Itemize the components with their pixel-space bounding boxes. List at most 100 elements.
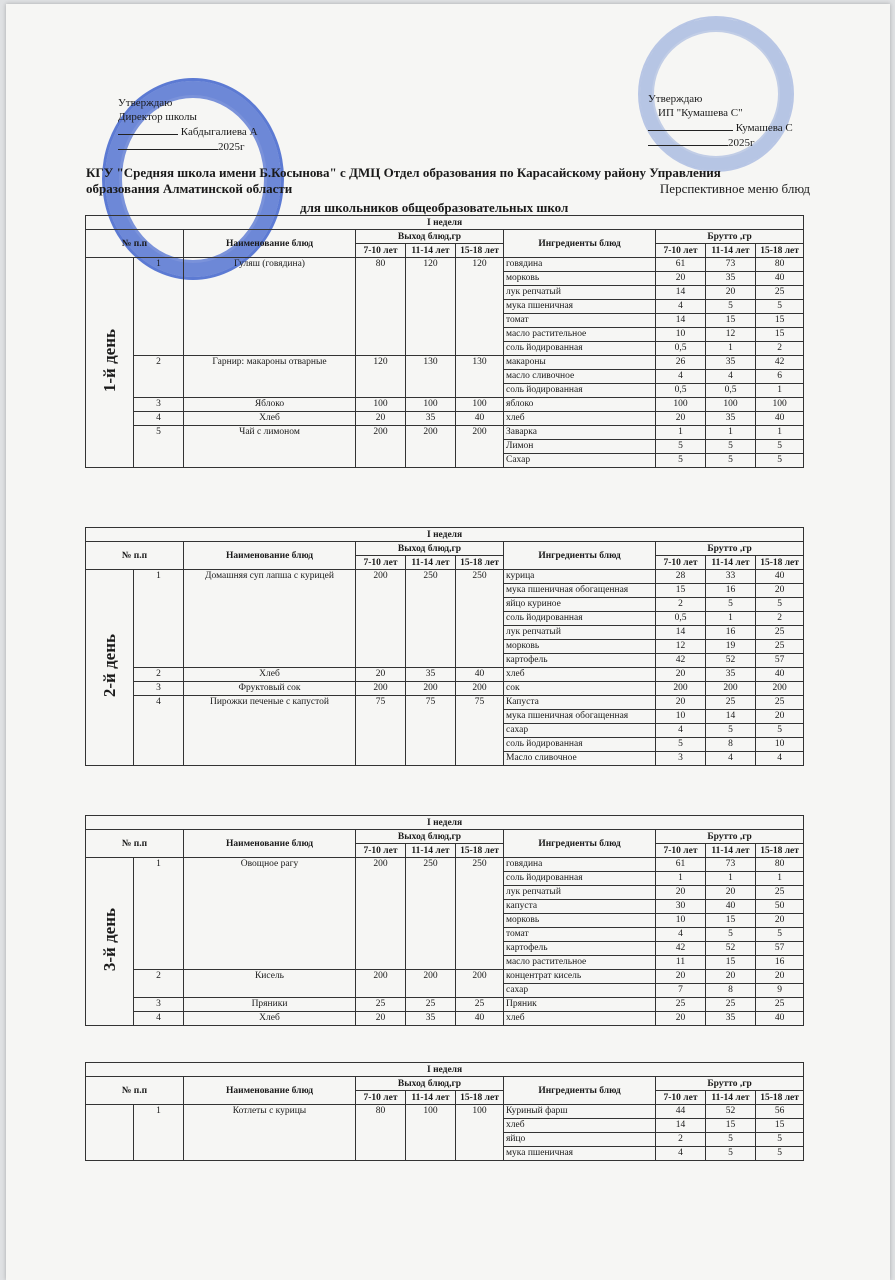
ingredient-gross: 61 — [655, 257, 706, 272]
dish-output: 100 — [405, 1104, 456, 1161]
number-header: № п.п — [85, 829, 184, 858]
ingredient-row: 4 Хлеб 20 35 40 хлеб 20 35 40 — [86, 1011, 805, 1026]
ingredient-gross: 1 — [754, 425, 805, 440]
dish-output: 200 — [405, 969, 456, 998]
ingredient-row: 4 Пирожки печеные с капустой 75 75 75 Капуста… — [86, 695, 805, 766]
gross-header: Брутто ,гр — [654, 541, 805, 556]
ingredient-gross: 0,5 — [655, 383, 706, 398]
age-header: 11-14 лет — [405, 1090, 456, 1105]
ingredient-gross: 100 — [754, 397, 805, 412]
ingredient-gross: 0,5 — [655, 611, 706, 626]
ingredient-row: 3 Фруктовый сок 200 200 200 сок 200 200 200 — [86, 681, 805, 696]
ingredient-gross: 52 — [705, 653, 756, 668]
ingredient-name: сахар — [503, 723, 656, 738]
ingredient-name: мука пшеничная — [503, 1146, 656, 1161]
age-header: 11-14 лет — [705, 843, 756, 858]
age-header: 7-10 лет — [355, 1090, 406, 1105]
approval-line: Утверждаю — [648, 93, 703, 105]
table-body: I неделя № п.п Наименование блюд Выход блюд… — [84, 527, 805, 766]
ingredient-name: яйцо — [503, 1132, 656, 1147]
ingredient-gross: 50 — [754, 899, 805, 914]
approver-name: Кумашева С — [735, 122, 793, 134]
dish-output: 250 — [405, 569, 456, 668]
ingredient-name: масло растительное — [503, 955, 656, 970]
ingredient-gross: 100 — [705, 397, 756, 412]
table-body: I неделя № п.п Наименование блюд Выход блюд… — [84, 815, 805, 1026]
header-row: № п.п Наименование блюд Выход блюд,гр Ингре… — [85, 829, 805, 858]
ingredient-name: хлеб — [503, 1118, 656, 1133]
approval-line: 2025г — [648, 135, 793, 150]
ingredient-name: масло растительное — [503, 327, 656, 342]
ingredient-gross: 80 — [754, 257, 805, 272]
ingredient-gross: 44 — [655, 1104, 706, 1119]
dish-name: Чай с лимоном — [183, 425, 356, 468]
ingredient-gross: 40 — [754, 569, 805, 584]
dish-output: 200 — [355, 425, 406, 468]
age-row: 7-10 лет 11-14 лет 15-18 лет 7-10 лет 11-14 … — [86, 843, 805, 858]
ingredient-gross: 15 — [705, 1118, 756, 1133]
dish-output: 200 — [405, 681, 456, 696]
ingredient-name: морковь — [503, 639, 656, 654]
header-row: № п.п Наименование блюд Выход блюд,гр Ингре… — [85, 1076, 805, 1105]
ingredient-row: 3-й день 1 Овощное рагу 200 250 250 говядина 61… — [85, 857, 805, 1026]
ingredient-gross: 1 — [754, 383, 805, 398]
dish-output: 130 — [455, 355, 504, 398]
gross-header: Брутто ,гр — [654, 229, 805, 244]
age-header: 7-10 лет — [655, 843, 706, 858]
name-header: Наименование блюд — [183, 1076, 356, 1105]
dish-output: 120 — [455, 257, 504, 356]
header-row: № п.п Наименование блюд Выход блюд,гр Ингре… — [85, 541, 805, 570]
ingredient-gross: 100 — [655, 397, 706, 412]
ingredient-gross: 20 — [655, 695, 706, 710]
ingredient-name: соль йодированная — [503, 737, 656, 752]
ingredients-header: Ингредиенты блюд — [503, 829, 656, 858]
dish-output: 20 — [355, 667, 406, 682]
dish-output: 40 — [455, 411, 504, 426]
ingredient-gross: 4 — [655, 369, 706, 384]
day-cell: 2-й день — [85, 569, 134, 766]
ingredient-gross: 20 — [705, 285, 756, 300]
subtitle: для школьников общеобразовательных школ — [300, 200, 569, 215]
ingredient-gross: 20 — [655, 885, 706, 900]
ingredient-gross: 61 — [655, 857, 706, 872]
dish-name: Пряники — [183, 997, 356, 1012]
ingredient-gross: 6 — [754, 369, 805, 384]
ingredient-row: мука пшеничная 4 5 5 — [86, 299, 805, 314]
age-header: 7-10 лет — [355, 843, 406, 858]
ingredient-gross: 80 — [754, 857, 805, 872]
age-header: 15-18 лет — [455, 555, 504, 570]
dish-output: 100 — [405, 397, 456, 412]
ingredient-name: томат — [503, 313, 656, 328]
title-block: КГУ "Средняя школа имени Б.Косынова" с Д… — [86, 165, 810, 197]
ingredient-name: лук репчатый — [503, 285, 656, 300]
dish-output: 250 — [455, 857, 504, 970]
ingredients-header: Ингредиенты блюд — [503, 541, 656, 570]
week-header: I неделя — [84, 527, 805, 542]
ingredient-name: соль йодированная — [503, 871, 656, 886]
dish-output: 80 — [355, 1104, 406, 1161]
ingredient-gross: 200 — [655, 681, 706, 696]
week-row: I неделя — [84, 215, 805, 230]
ingredient-row: соль йодированная 0,5 1 2 — [86, 611, 805, 626]
ingredient-gross: 40 — [754, 1011, 805, 1026]
age-header: 7-10 лет — [355, 243, 406, 258]
week-row: I неделя — [84, 1062, 805, 1077]
ingredient-gross: 1 — [705, 871, 756, 886]
dish-output: 250 — [405, 857, 456, 970]
ingredient-row: яйцо куриное 2 5 5 — [86, 597, 805, 612]
ingredient-name: Лимон — [503, 439, 656, 454]
ingredient-name: Сахар — [503, 453, 656, 468]
ingredient-name: мука пшеничная обогащенная — [503, 709, 656, 724]
ingredient-gross: 35 — [705, 1011, 756, 1026]
dish-output: 25 — [455, 997, 504, 1012]
ingredient-gross: 7 — [655, 983, 706, 998]
age-header: 11-14 лет — [405, 555, 456, 570]
ingredient-gross: 20 — [655, 411, 706, 426]
age-header: 11-14 лет — [705, 243, 756, 258]
day-label: 1-й день — [99, 328, 119, 393]
ingredient-gross: 1 — [655, 425, 706, 440]
approval-line: 2025г — [118, 139, 258, 154]
dish-output: 120 — [405, 257, 456, 356]
ingredient-name: мука пшеничная — [503, 299, 656, 314]
